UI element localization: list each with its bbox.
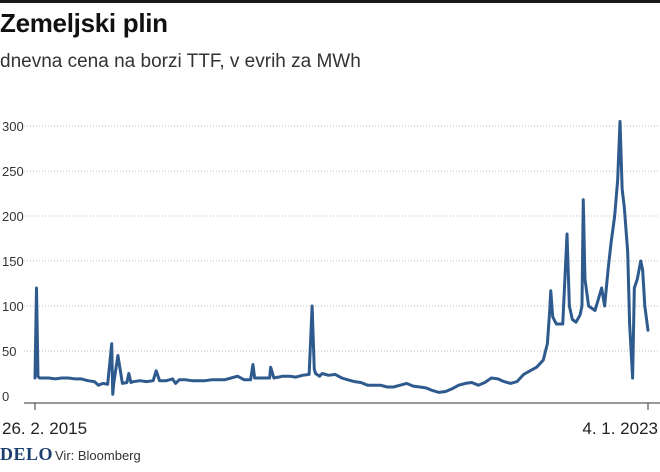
chart-subtitle: dnevna cena na borzi TTF, v evrih za MWh	[0, 51, 361, 72]
x-tick-label-end: 4. 1. 2023	[582, 419, 658, 438]
top-rule	[0, 0, 660, 3]
gridlines	[24, 125, 660, 352]
y-tick-label-250: 250	[2, 164, 24, 179]
y-tick-label-0: 0	[2, 389, 9, 404]
chart-title: Zemeljski plin	[0, 8, 168, 38]
y-tick-label-300: 300	[2, 119, 24, 134]
y-tick-labels: 0 50 100 150 200 250 300	[2, 119, 24, 404]
source-text: Vir: Bloomberg	[55, 448, 141, 463]
y-tick-label-50: 50	[2, 344, 16, 359]
x-tick-labels: 26. 2. 2015 4. 1. 2023	[2, 419, 658, 438]
series	[33, 120, 650, 396]
series-line-0	[33, 120, 650, 396]
x-axis	[24, 402, 660, 410]
y-tick-label-200: 200	[2, 209, 24, 224]
y-tick-label-150: 150	[2, 254, 24, 269]
x-tick-label-start: 26. 2. 2015	[2, 419, 87, 438]
delo-logo: DELO	[0, 444, 54, 464]
y-tick-label-100: 100	[2, 299, 24, 314]
